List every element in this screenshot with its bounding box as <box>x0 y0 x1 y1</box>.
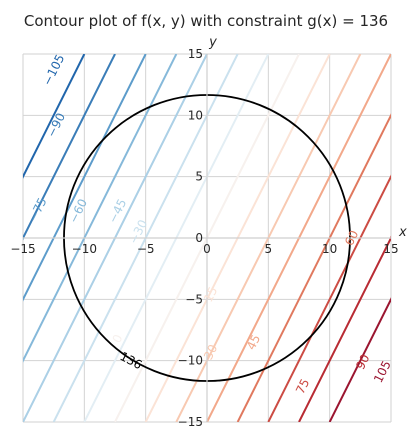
x-tick-label: 10 <box>322 242 337 256</box>
contour-label: 90 <box>353 352 372 372</box>
y-tick-label: −10 <box>178 354 203 368</box>
y-tick-label: −15 <box>178 415 203 429</box>
contour-label: 60 <box>342 228 361 248</box>
contour-line <box>328 297 391 422</box>
contour-line <box>23 54 116 241</box>
tick-labels: −15 −10 −5 0 5 10 15 −15 −10 −5 0 5 10 15 <box>10 47 398 429</box>
x-axis-label: x <box>398 225 407 240</box>
x-tick-label: 0 <box>203 242 211 256</box>
y-tick-label: 5 <box>195 170 203 184</box>
x-tick-label: −15 <box>10 242 35 256</box>
contour-label: 15 <box>201 284 220 304</box>
y-tick-label: 0 <box>195 231 203 245</box>
contour-label: 30 <box>201 342 220 362</box>
x-tick-label: 15 <box>383 242 398 256</box>
contour-line <box>23 54 86 179</box>
y-tick-label: −5 <box>185 292 203 306</box>
x-tick-label: −5 <box>137 242 155 256</box>
chart-title: Contour plot of f(x, y) with constraint … <box>24 12 388 30</box>
y-tick-label: 15 <box>188 47 203 61</box>
x-tick-label: 5 <box>265 242 273 256</box>
y-axis-label: y <box>208 35 217 50</box>
contour-line <box>298 235 391 422</box>
axes <box>23 54 391 422</box>
x-tick-label: −10 <box>72 242 97 256</box>
contour-label: 45 <box>244 332 263 352</box>
contour-label: 75 <box>293 376 312 396</box>
y-tick-label: 10 <box>188 108 203 122</box>
